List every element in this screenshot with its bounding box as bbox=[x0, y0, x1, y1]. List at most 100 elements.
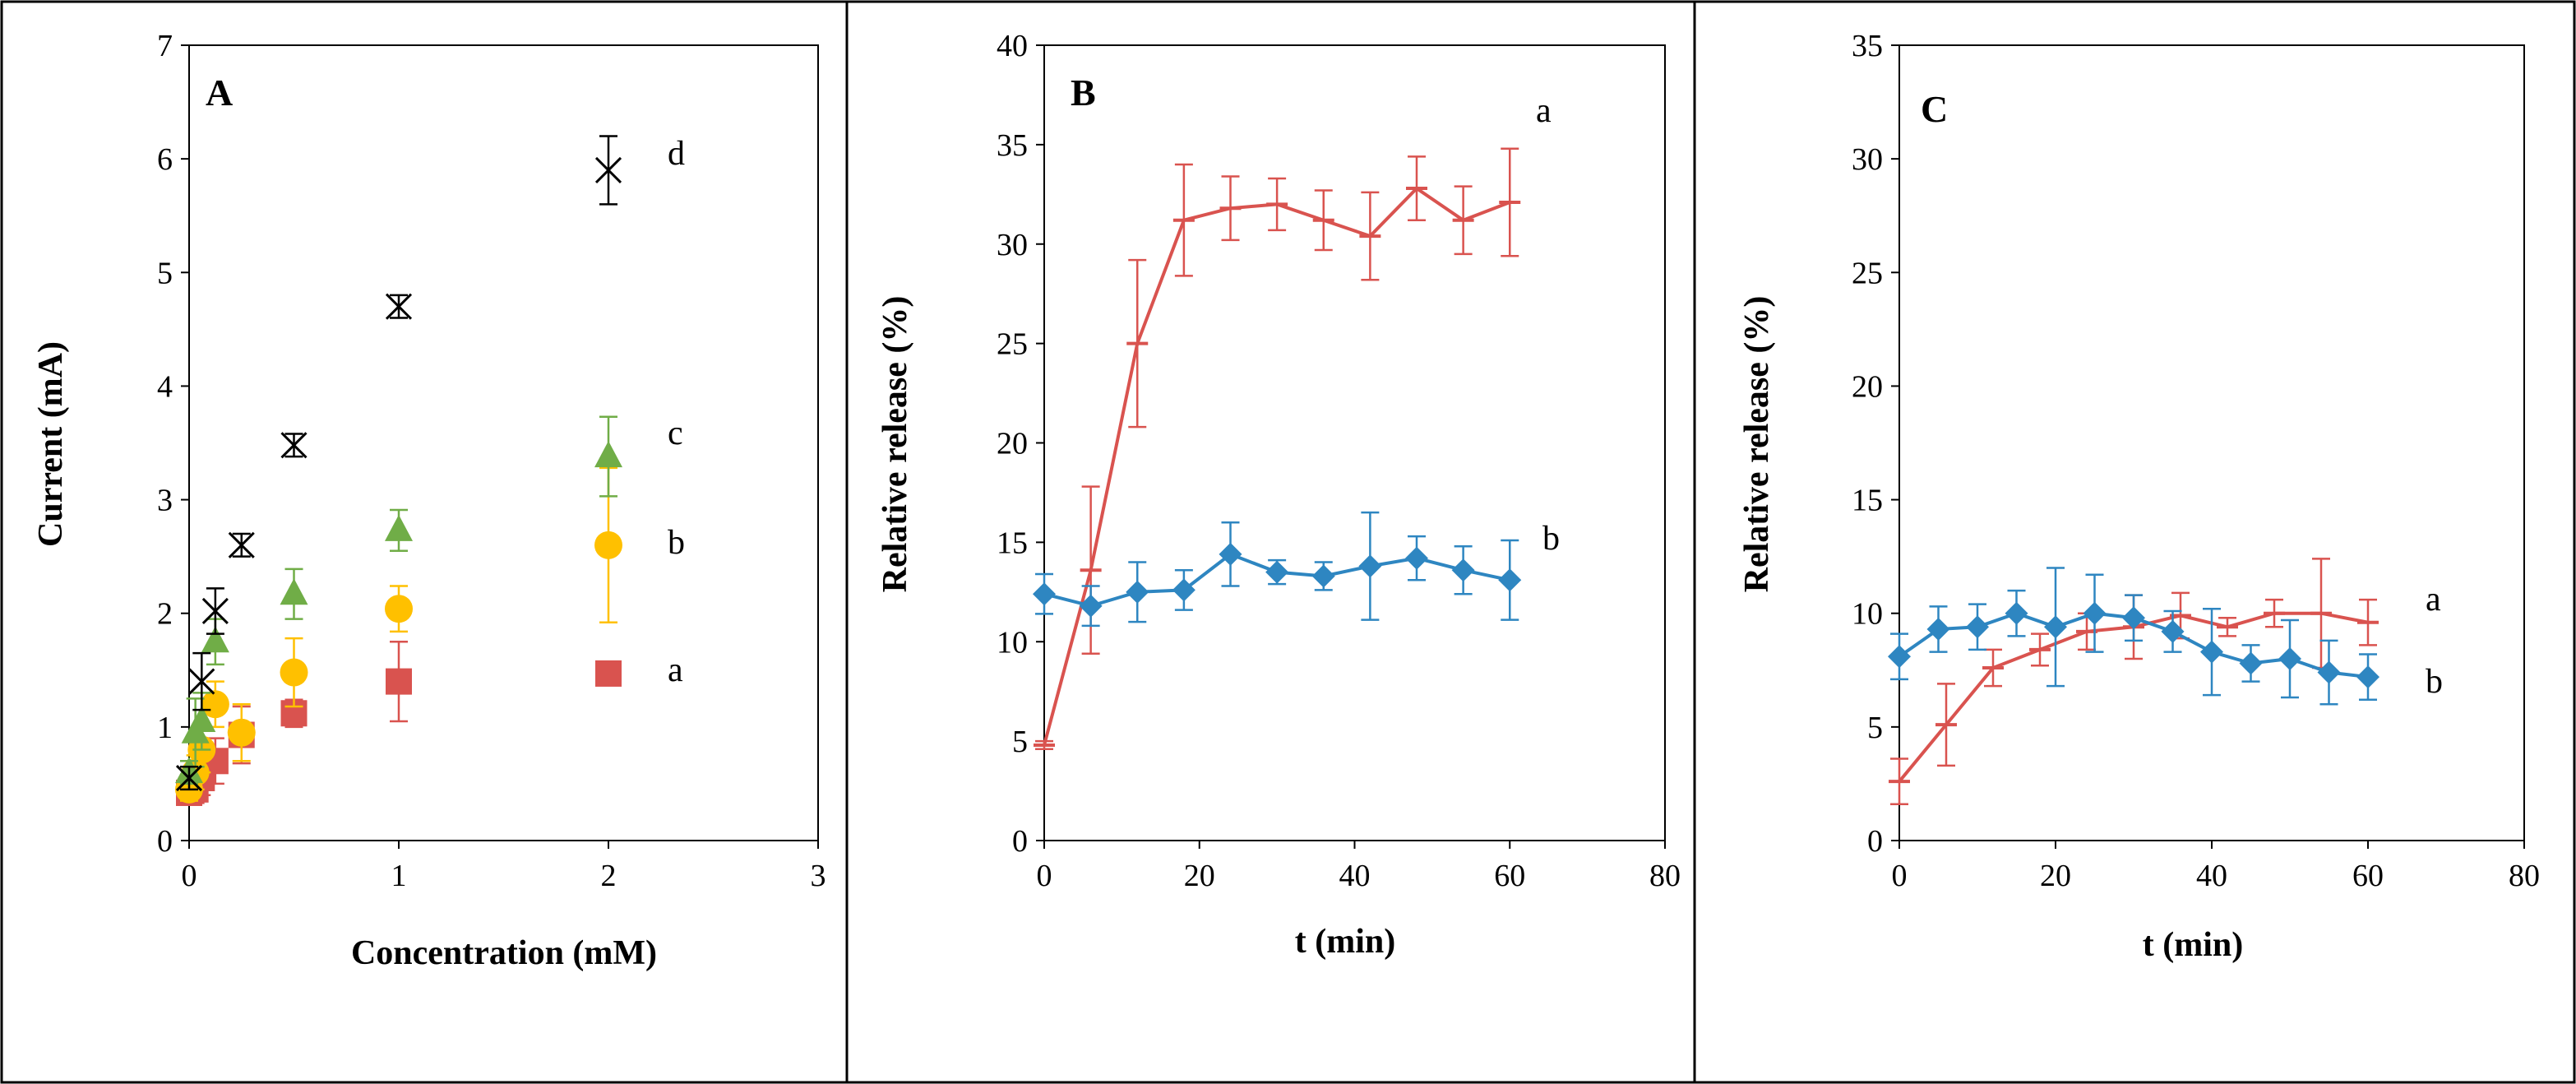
panel-b: B t (min) Relative release (%) 0 20 40 60 80… bbox=[876, 29, 1681, 961]
data-point-a bbox=[595, 660, 622, 687]
x-tick-label: 2 bbox=[601, 859, 617, 893]
x-tick-label: 20 bbox=[1184, 859, 1215, 893]
data-point-d bbox=[175, 764, 203, 792]
data-point-a bbox=[386, 668, 412, 695]
data-point-d bbox=[280, 432, 308, 459]
series-label-b-b: b bbox=[1542, 520, 1560, 558]
y-tick-label: 15 bbox=[1852, 484, 1883, 518]
x-tick-label: 0 bbox=[182, 859, 197, 893]
y-axis-title-c: Relative release (%) bbox=[1738, 296, 1776, 593]
y-tick-label: 10 bbox=[997, 625, 1028, 660]
y-tick-label: 2 bbox=[157, 597, 173, 632]
data-point-b bbox=[385, 595, 413, 623]
data-point-c bbox=[594, 441, 622, 468]
y-tick-label: 5 bbox=[157, 256, 173, 290]
x-tick-label: 1 bbox=[391, 859, 407, 893]
y-tick-label: 1 bbox=[157, 711, 173, 745]
data-point-b bbox=[2044, 615, 2067, 639]
plot-area-c bbox=[1898, 44, 2525, 841]
data-point-b bbox=[2239, 651, 2263, 675]
y-axis-title-b: Relative release (%) bbox=[876, 296, 914, 593]
data-point-b bbox=[227, 718, 256, 747]
x-tick-label: 60 bbox=[1494, 859, 1525, 893]
x-tick-label: 0 bbox=[1892, 859, 1908, 893]
panel-letter-c: C bbox=[1921, 88, 1948, 130]
data-point-c bbox=[187, 705, 216, 732]
y-tick-label: 25 bbox=[1852, 256, 1883, 290]
data-point-b bbox=[2083, 601, 2107, 625]
data-point-b bbox=[1498, 568, 1522, 592]
data-point-b bbox=[280, 658, 308, 687]
x-tick-label: 20 bbox=[2040, 859, 2071, 893]
x-axis-title-b: t (min) bbox=[1295, 923, 1395, 961]
data-point-d bbox=[201, 597, 229, 625]
y-tick-label: 6 bbox=[157, 142, 173, 177]
data-point-b bbox=[1033, 582, 1056, 606]
data-point-d bbox=[228, 531, 255, 558]
ticks-a: 0 1 2 3 0 1 2 3 4 5 6 7 bbox=[157, 29, 826, 893]
y-axis-title-a: Current (mA) bbox=[32, 341, 70, 547]
data-point-b bbox=[1311, 564, 1335, 588]
y-tick-label: 5 bbox=[1867, 711, 1883, 745]
series-label-c-b: b bbox=[2426, 663, 2443, 701]
y-tick-label: 20 bbox=[1852, 369, 1883, 404]
data-point-b bbox=[2278, 646, 2301, 670]
series-label-a-a: a bbox=[668, 651, 683, 689]
panel-letter-a: A bbox=[206, 72, 233, 113]
data-point-b bbox=[1079, 594, 1103, 618]
plot-area-b bbox=[1043, 44, 1666, 841]
data-point-b bbox=[2161, 619, 2185, 643]
marks-c bbox=[1888, 558, 2379, 806]
panel-a: A Concentration (mM) Current (mA) 0 1 2 3 0 1… bbox=[32, 29, 826, 972]
series-label-a-d: d bbox=[668, 135, 685, 173]
data-point-b bbox=[2005, 601, 2028, 625]
x-axis-title-a: Concentration (mM) bbox=[351, 934, 657, 972]
data-point-b bbox=[2317, 660, 2341, 684]
y-tick-label: 25 bbox=[997, 327, 1028, 362]
data-point-b bbox=[2122, 606, 2145, 630]
y-tick-label: 4 bbox=[157, 369, 173, 404]
y-tick-label: 30 bbox=[1852, 142, 1883, 177]
y-tick-label: 15 bbox=[997, 526, 1028, 560]
data-point-b bbox=[1126, 580, 1149, 604]
data-point-c bbox=[385, 514, 413, 541]
ticks-b: 0 20 40 60 80 0 5 10 15 20 25 30 35 40 bbox=[997, 29, 1681, 893]
series-label-c-a: a bbox=[2426, 581, 2441, 618]
panel-c: C t (min) Relative release (%) 0 20 40 60 80… bbox=[1738, 29, 2540, 964]
panel-letter-b: B bbox=[1071, 72, 1096, 113]
x-tick-label: 40 bbox=[1339, 859, 1371, 893]
data-point-d bbox=[594, 156, 622, 184]
data-point-c bbox=[280, 578, 308, 605]
y-tick-label: 0 bbox=[157, 824, 173, 859]
y-tick-label: 20 bbox=[997, 427, 1028, 461]
x-tick-label: 0 bbox=[1037, 859, 1052, 893]
data-point-b bbox=[2200, 640, 2223, 664]
data-point-d bbox=[188, 668, 215, 695]
y-tick-label: 3 bbox=[157, 484, 173, 518]
x-axis-title-c: t (min) bbox=[2143, 926, 2243, 964]
x-tick-label: 60 bbox=[2352, 859, 2384, 893]
series-label-a-b: b bbox=[668, 524, 685, 562]
y-tick-label: 0 bbox=[1012, 824, 1028, 859]
data-point-d bbox=[385, 293, 413, 320]
data-point-b bbox=[201, 690, 229, 719]
x-tick-label: 80 bbox=[1649, 859, 1681, 893]
y-tick-label: 35 bbox=[1852, 29, 1883, 63]
y-tick-label: 40 bbox=[997, 29, 1028, 63]
data-point-b bbox=[1451, 558, 1475, 582]
data-point-b bbox=[594, 530, 622, 559]
data-point-b bbox=[2356, 665, 2379, 689]
y-tick-label: 30 bbox=[997, 228, 1028, 262]
data-point-b bbox=[1358, 554, 1382, 578]
y-tick-label: 5 bbox=[1012, 725, 1028, 759]
data-point-c bbox=[201, 626, 229, 653]
y-tick-label: 10 bbox=[1852, 597, 1883, 632]
data-point-b bbox=[1219, 542, 1242, 566]
data-point-b bbox=[1172, 578, 1196, 602]
x-tick-label: 3 bbox=[811, 859, 826, 893]
series-label-b-a: a bbox=[1536, 92, 1552, 130]
data-point-b bbox=[1926, 618, 1950, 642]
series-line-a bbox=[1043, 186, 1510, 746]
data-point-b bbox=[1405, 546, 1428, 570]
data-point-b bbox=[1966, 615, 1989, 639]
